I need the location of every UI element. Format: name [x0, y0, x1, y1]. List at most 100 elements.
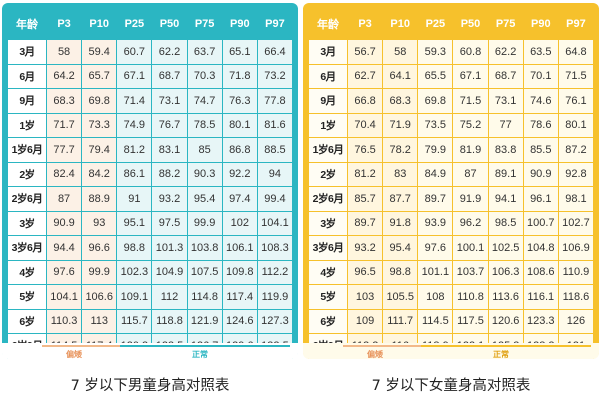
- height-cell: 62.2: [152, 40, 187, 64]
- age-cell: 2岁6月: [309, 187, 347, 211]
- height-cell: 88.9: [82, 187, 117, 211]
- height-cell: 60.7: [117, 40, 152, 64]
- height-cell: 65.7: [82, 64, 117, 88]
- height-cell: 124.6: [222, 309, 257, 333]
- height-cell: 106.1: [222, 236, 257, 260]
- height-cell: 71.8: [222, 64, 257, 88]
- height-cell: 119.9: [257, 285, 292, 309]
- height-cell: 83.8: [488, 138, 523, 162]
- height-cell: 98.8: [383, 260, 418, 284]
- age-cell: 3月: [309, 40, 347, 64]
- height-cell: 76.5: [348, 138, 383, 162]
- height-cell: 78.5: [187, 113, 222, 137]
- height-cell: 88.2: [152, 162, 187, 186]
- height-cell: 80.1: [558, 113, 593, 137]
- height-cell: 93.2: [152, 187, 187, 211]
- table-row: 1岁 70.4 71.9 73.5 75.2 77 78.6 80.1: [309, 113, 593, 137]
- height-cell: 63.7: [187, 40, 222, 64]
- height-cell: 68.3: [383, 89, 418, 113]
- height-cell: 105.5: [383, 285, 418, 309]
- table-row: 1岁 71.7 73.3 74.9 76.7 78.5 80.1 81.6: [8, 113, 292, 137]
- height-cell: 81.6: [257, 113, 292, 137]
- height-cell: 80.1: [222, 113, 257, 137]
- height-cell: 89.1: [488, 162, 523, 186]
- age-cell: 3月: [8, 40, 46, 64]
- height-cell: 107.5: [187, 260, 222, 284]
- height-cell: 96.5: [348, 260, 383, 284]
- height-cell: 77.7: [47, 138, 82, 162]
- table-row: 2岁 82.4 84.2 86.1 88.2 90.3 92.2 94: [8, 162, 292, 186]
- age-cell: 2岁: [309, 162, 347, 186]
- height-cell: 73.2: [257, 64, 292, 88]
- height-cell: 102.7: [558, 211, 593, 235]
- height-cell: 113: [82, 309, 117, 333]
- height-cell: 81.2: [348, 162, 383, 186]
- age-cell: 3岁: [8, 211, 46, 235]
- height-cell: 65.5: [418, 64, 453, 88]
- height-cell: 103.8: [187, 236, 222, 260]
- girls-height-table: 年龄 P3 P10 P25 P50 P75 P90 P97 3月 56.7 58 59.3 60.8 6…: [308, 8, 594, 359]
- height-cell: 87.7: [383, 187, 418, 211]
- height-cell: 71.9: [383, 113, 418, 137]
- height-cell: 84.9: [418, 162, 453, 186]
- table-row: 3岁 90.9 93 95.1 97.5 99.9 102 104.1: [8, 211, 292, 235]
- height-cell: 120.6: [488, 309, 523, 333]
- age-cell: 6月: [309, 64, 347, 88]
- height-cell: 87: [453, 162, 488, 186]
- height-cell: 109.1: [117, 285, 152, 309]
- height-cell: 100.7: [523, 211, 558, 235]
- height-cell: 113.6: [488, 285, 523, 309]
- height-cell: 117.4: [222, 285, 257, 309]
- age-cell: 9月: [309, 89, 347, 113]
- height-cell: 59.3: [418, 40, 453, 64]
- table-row: 2岁 81.2 83 84.9 87 89.1 90.9 92.8: [309, 162, 593, 186]
- age-cell: 9月: [8, 89, 46, 113]
- height-cell: 98.5: [488, 211, 523, 235]
- height-cell: 62.7: [348, 64, 383, 88]
- height-cell: 91: [117, 187, 152, 211]
- height-cell: 103.7: [453, 260, 488, 284]
- height-cell: 74.9: [117, 113, 152, 137]
- height-cell: 104.9: [152, 260, 187, 284]
- height-cell: 56.7: [348, 40, 383, 64]
- table-row: 6岁 109 111.7 114.5 117.5 120.6 123.3 126: [309, 309, 593, 333]
- height-cell: 64.8: [558, 40, 593, 64]
- height-cell: 76.1: [558, 89, 593, 113]
- age-cell: 5岁: [8, 285, 46, 309]
- height-cell: 68.3: [47, 89, 82, 113]
- height-cell: 78.2: [383, 138, 418, 162]
- age-cell: 6岁: [309, 309, 347, 333]
- height-cell: 123.3: [523, 309, 558, 333]
- height-cell: 95.4: [383, 236, 418, 260]
- boys-table-caption: 7 岁以下男童身高对照表: [70, 378, 230, 394]
- table-row: 2岁6月 85.7 87.7 89.7 91.9 94.1 96.1 98.1: [309, 187, 593, 211]
- height-cell: 74.7: [187, 89, 222, 113]
- height-cell: 118.6: [558, 285, 593, 309]
- height-cell: 71.7: [47, 113, 82, 137]
- height-cell: 70.1: [523, 64, 558, 88]
- height-cell: 81.9: [453, 138, 488, 162]
- height-cell: 110.9: [558, 260, 593, 284]
- height-cell: 90.9: [47, 211, 82, 235]
- header-p10: P10: [390, 18, 410, 30]
- height-cell: 71.5: [453, 89, 488, 113]
- header-p3: P3: [57, 18, 71, 30]
- header-p90: P90: [530, 18, 551, 30]
- age-cell: 2岁6月: [8, 187, 46, 211]
- header-p10: P10: [89, 18, 109, 30]
- height-cell: 94.4: [47, 236, 82, 260]
- age-cell: 4岁: [8, 260, 46, 284]
- legend-low-label: 偏矮: [66, 350, 82, 359]
- age-cell: 4岁: [309, 260, 347, 284]
- height-cell: 63.5: [523, 40, 558, 64]
- height-cell: 108.6: [523, 260, 558, 284]
- height-cell: 93.2: [348, 236, 383, 260]
- legend-low-label: 偏矮: [367, 350, 383, 359]
- age-cell: 1岁6月: [309, 138, 347, 162]
- table-row: 9月 66.8 68.3 69.8 71.5 73.1 74.6 76.1: [309, 89, 593, 113]
- height-cell: 79.9: [418, 138, 453, 162]
- height-cell: 101.1: [418, 260, 453, 284]
- height-cell: 88.5: [257, 138, 292, 162]
- height-cell: 85: [187, 138, 222, 162]
- age-cell: 6岁: [8, 309, 46, 333]
